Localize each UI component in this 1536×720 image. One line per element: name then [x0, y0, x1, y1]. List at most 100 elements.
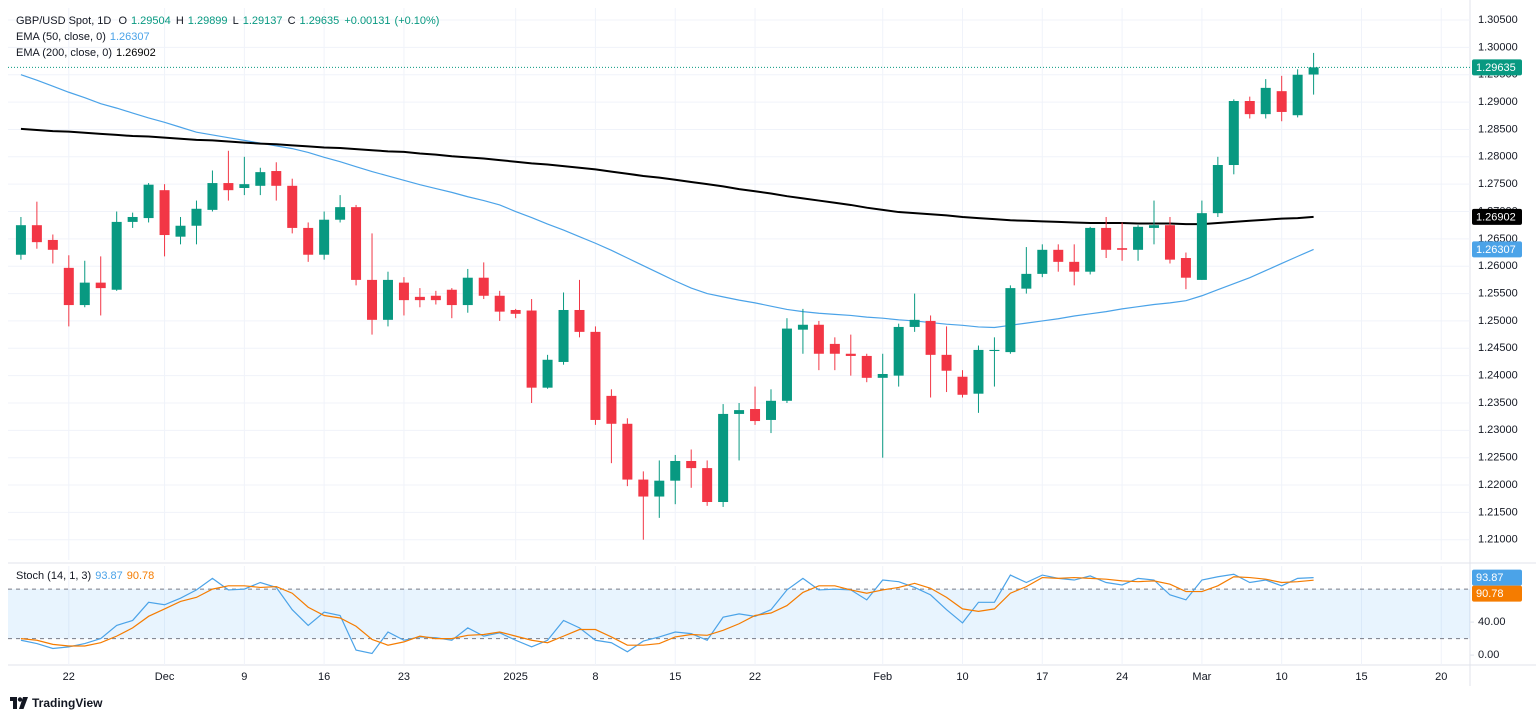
stoch-tag: 90.78 [1476, 588, 1504, 600]
ema-name: EMA (50, close, 0) [16, 31, 106, 43]
candle-body [877, 373, 888, 378]
candle-body [797, 324, 808, 330]
y-tick-label: 40.00 [1478, 616, 1506, 628]
candle-body [462, 277, 473, 306]
high-key: H [175, 15, 184, 27]
candle-body [255, 172, 266, 186]
x-tick-label: 15 [669, 671, 681, 683]
x-tick-label: 8 [592, 671, 598, 683]
y-tick-label: 1.28500 [1478, 123, 1518, 135]
symbol: GBP/USD Spot, 1D [16, 15, 112, 27]
x-tick-label: 22 [749, 671, 761, 683]
candle-body [574, 309, 585, 332]
candle-body [1021, 273, 1032, 289]
candle-body [590, 331, 601, 420]
candle-body [287, 185, 298, 228]
candle-body [925, 320, 936, 355]
candle-body [127, 216, 138, 222]
candle-body [606, 395, 617, 424]
stoch-k-value: 93.87 [95, 570, 123, 582]
candle-body [909, 319, 920, 327]
candle-body [15, 225, 26, 255]
y-tick-label: 1.26000 [1478, 260, 1518, 272]
candle-body [973, 349, 984, 394]
stoch-line [20, 576, 1314, 647]
candle-body [510, 309, 521, 314]
candle-body [845, 353, 856, 356]
candle-body [638, 479, 649, 497]
stoch-tag: 93.87 [1476, 572, 1504, 584]
high-value: 1.29899 [187, 15, 228, 27]
ema-tag-box [1472, 208, 1522, 225]
y-tick-label: 1.29000 [1478, 96, 1518, 108]
candle-body [1117, 248, 1128, 250]
low-value: 1.29137 [242, 15, 283, 27]
candle-body [718, 413, 729, 503]
y-tick-label: 1.30000 [1478, 41, 1518, 53]
x-tick-label: 20 [1435, 671, 1447, 683]
candle-body [382, 279, 393, 320]
y-tick-label: 1.23500 [1478, 397, 1518, 409]
candle-body [79, 282, 90, 306]
candle-body [159, 190, 170, 236]
x-tick-label: 22 [63, 671, 75, 683]
x-tick-label: 24 [1116, 671, 1128, 683]
open-value: 1.29504 [131, 15, 171, 27]
candle-body [957, 376, 968, 395]
candle-body [446, 289, 457, 306]
candle-body [1244, 101, 1255, 115]
candle-body [1133, 226, 1144, 250]
x-tick-label: 9 [241, 671, 247, 683]
candle-body [1037, 249, 1048, 274]
branding: TradingView [10, 696, 102, 710]
candle-body [1212, 165, 1223, 214]
candle-body [414, 296, 425, 301]
y-tick-label: 1.22500 [1478, 452, 1518, 464]
candle-body [829, 343, 840, 354]
candle-body [319, 219, 330, 255]
candle-body [542, 359, 553, 388]
candle-body [1196, 213, 1207, 280]
logo [10, 697, 28, 709]
x-tick-label: 23 [398, 671, 410, 683]
candle-body [686, 460, 697, 469]
candle-body [670, 460, 681, 481]
change-percent: (+0.10%) [394, 15, 440, 27]
candle-body [989, 349, 1000, 352]
y-tick-label: 1.23000 [1478, 424, 1518, 436]
ema-legend: EMA (50, close, 0) 1.26307 [16, 29, 443, 45]
candle-body [47, 239, 58, 250]
ema-legend: EMA (200, close, 0) 1.26902 [16, 45, 443, 61]
candle-body [63, 267, 74, 306]
candle-body [702, 468, 713, 503]
open-key: O [118, 15, 127, 27]
candle-body [1292, 74, 1303, 116]
change: +0.00131 [344, 15, 391, 27]
candle-body [765, 400, 776, 420]
candle-body [622, 423, 633, 480]
y-tick-label: 1.25500 [1478, 287, 1518, 299]
y-tick-label: 1.28000 [1478, 151, 1518, 163]
candle-body [239, 184, 250, 188]
y-tick-label: 0.00 [1478, 649, 1499, 661]
candle-body [1069, 261, 1080, 272]
candle-body [31, 225, 42, 243]
candle-body [941, 354, 952, 371]
ohlc-legend: GBP/USD Spot, 1D O 1.29504 H 1.29899 L 1.29… [16, 13, 443, 29]
candle-body [478, 277, 489, 296]
y-tick-label: 1.22000 [1478, 479, 1518, 491]
close-key: C [287, 15, 296, 27]
stoch-pane [8, 573, 1470, 655]
x-tick-label: 16 [318, 671, 330, 683]
candle-body [813, 324, 824, 354]
candle-body [750, 409, 761, 422]
brand-name: TradingView [32, 696, 103, 710]
candle-body [1308, 67, 1319, 75]
y-tick-label: 1.24000 [1478, 370, 1518, 382]
stoch-name: Stoch (14, 1, 3) [16, 570, 92, 582]
y-tick-label: 1.25000 [1478, 315, 1518, 327]
close-value: 1.29635 [299, 15, 340, 27]
candle-body [1101, 227, 1112, 250]
stoch-legend: Stoch (14, 1, 3) 93.87 90.78 [16, 568, 158, 584]
